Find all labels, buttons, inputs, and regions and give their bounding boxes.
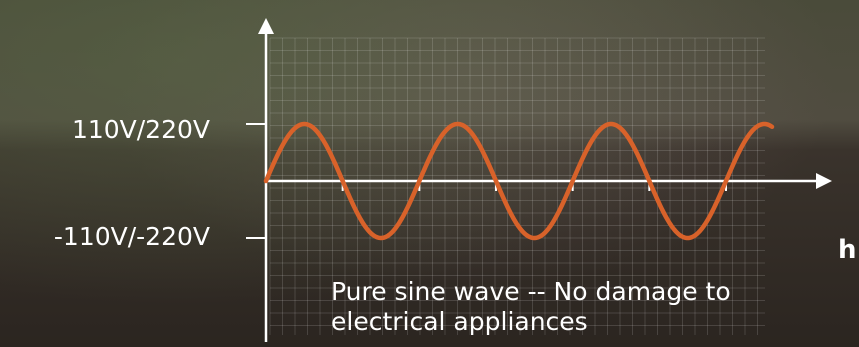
annotation: Pure sine wave -- No damage to electrica… xyxy=(331,277,851,337)
y-tick-label-negative: -110V/-220V xyxy=(54,222,210,251)
annotation-line-2: electrical appliances xyxy=(331,307,588,336)
series xyxy=(263,121,775,241)
sine-wave-line xyxy=(263,121,775,241)
y-tick-label-positive: 110V/220V xyxy=(72,115,210,144)
x-axis-arrow xyxy=(816,173,832,189)
grid xyxy=(269,37,765,335)
x-axis-label: h xyxy=(838,235,857,265)
annotation-line-1: Pure sine wave -- No damage to xyxy=(331,277,731,306)
y-axis-arrow xyxy=(258,18,274,34)
